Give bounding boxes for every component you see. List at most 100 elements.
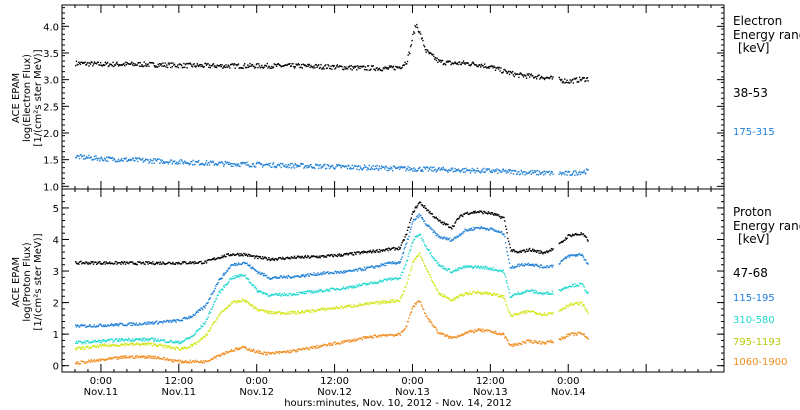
- electron-point: [519, 173, 522, 175]
- proton-point: [434, 217, 436, 219]
- proton-point: [463, 265, 465, 267]
- proton-point: [201, 308, 204, 311]
- proton-point: [362, 283, 364, 285]
- proton-point: [481, 267, 483, 270]
- proton-point: [282, 277, 284, 279]
- electron-point: [430, 166, 432, 168]
- proton-point: [146, 321, 148, 323]
- electron-point: [205, 160, 208, 162]
- proton-point: [512, 249, 515, 251]
- proton-point: [144, 357, 146, 359]
- proton-point: [409, 274, 411, 276]
- proton-point: [127, 262, 130, 265]
- proton-point: [417, 216, 420, 219]
- proton-point: [97, 359, 99, 361]
- proton-point: [131, 261, 134, 263]
- proton-point: [121, 323, 124, 325]
- proton-point: [280, 312, 282, 314]
- electron-point: [585, 168, 588, 170]
- proton-point: [531, 264, 533, 267]
- proton-point: [273, 352, 275, 355]
- proton-point: [269, 352, 272, 354]
- proton-point: [256, 270, 258, 273]
- proton-point: [161, 263, 163, 265]
- proton-point: [283, 276, 286, 278]
- proton-point: [155, 339, 157, 341]
- proton-point: [327, 290, 329, 292]
- proton-point: [444, 237, 447, 240]
- proton-point: [460, 233, 462, 235]
- proton-point: [467, 229, 469, 231]
- proton-point: [311, 347, 314, 350]
- electron-point: [237, 63, 240, 65]
- proton-point: [365, 302, 367, 304]
- electron-point: [544, 172, 546, 175]
- electron-point: [187, 162, 189, 164]
- proton-point: [170, 359, 172, 361]
- proton-point: [525, 289, 528, 292]
- proton-point: [132, 340, 134, 342]
- electron-point: [468, 169, 470, 172]
- proton-point: [438, 291, 441, 294]
- proton-point: [504, 336, 507, 338]
- proton-point: [526, 289, 529, 292]
- proton-point: [406, 259, 409, 261]
- proton-point: [563, 336, 565, 338]
- proton-point: [454, 222, 456, 224]
- proton-point: [511, 249, 513, 251]
- electron-point: [191, 65, 193, 67]
- proton-point: [551, 312, 553, 314]
- proton-point: [88, 359, 90, 361]
- proton-point: [412, 221, 414, 223]
- proton-point: [452, 238, 455, 241]
- proton-point: [330, 344, 332, 346]
- proton-point: [237, 349, 239, 351]
- electron-point: [572, 82, 574, 84]
- proton-point: [313, 290, 315, 292]
- electron-point: [343, 166, 346, 168]
- proton-point: [483, 227, 485, 229]
- electron-point: [317, 164, 319, 166]
- proton-point: [497, 231, 499, 233]
- proton-point: [180, 320, 182, 322]
- electron-point: [437, 58, 440, 61]
- proton-point: [300, 311, 303, 313]
- electron-point: [355, 65, 357, 68]
- proton-point: [461, 232, 463, 234]
- proton-point: [497, 269, 500, 272]
- electron-point: [155, 159, 157, 161]
- electron-point: [314, 163, 317, 165]
- proton-point: [420, 304, 423, 306]
- proton-point: [492, 213, 494, 215]
- proton-point: [228, 304, 230, 306]
- proton-point: [211, 308, 213, 310]
- proton-point: [181, 261, 184, 263]
- proton-point: [369, 302, 371, 304]
- proton-point: [536, 250, 539, 252]
- proton-point: [245, 253, 247, 255]
- proton-point: [473, 331, 476, 333]
- proton-point: [80, 325, 82, 327]
- proton-point: [241, 274, 243, 277]
- proton-point: [275, 293, 278, 295]
- electron-point: [291, 162, 293, 165]
- proton-point: [564, 239, 566, 241]
- proton-point: [127, 262, 129, 264]
- electron-point: [390, 166, 392, 168]
- proton-point: [241, 254, 243, 256]
- electron-point: [193, 63, 195, 65]
- electron-point: [586, 77, 589, 79]
- electron-point: [545, 77, 547, 79]
- proton-point: [175, 321, 177, 323]
- proton-point: [502, 297, 504, 299]
- proton-series-795-1193: [75, 252, 589, 351]
- proton-point: [438, 219, 441, 222]
- proton-point: [154, 263, 156, 265]
- proton-point: [535, 340, 537, 342]
- electron-point: [261, 66, 264, 69]
- proton-point: [270, 353, 272, 355]
- proton-point: [268, 295, 271, 298]
- proton-point: [471, 211, 473, 214]
- electron-point: [522, 171, 525, 173]
- proton-point: [95, 345, 97, 348]
